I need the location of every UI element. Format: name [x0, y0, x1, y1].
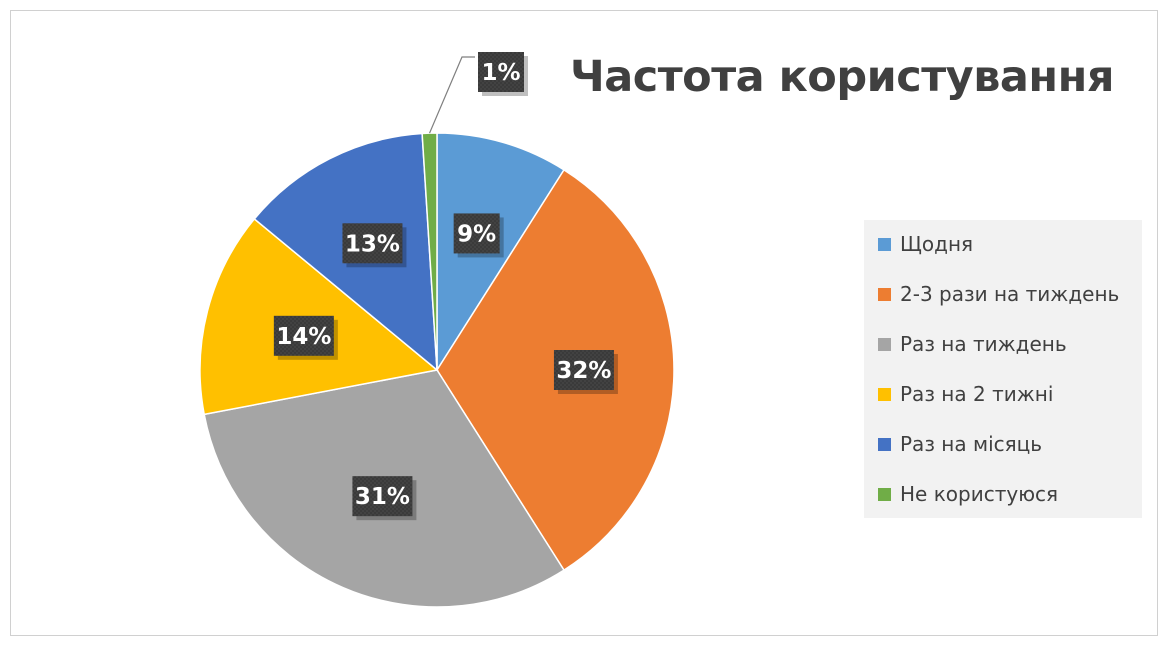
legend-swatch — [878, 237, 891, 251]
legend-item: Раз на тиждень — [878, 332, 1067, 356]
data-label-2: 32% — [556, 358, 611, 384]
legend-item: Не користуюся — [878, 482, 1058, 506]
legend-item: Раз на місяць — [878, 432, 1042, 456]
legend-label: Раз на місяць — [900, 432, 1043, 456]
legend-label: Щодня — [900, 232, 974, 256]
chart-title: Частота користування — [570, 52, 1114, 102]
data-label-5: 13% — [345, 231, 400, 257]
pie-slice-6 — [421, 132, 438, 371]
data-label-box — [478, 52, 524, 92]
legend-label: Не користуюся — [900, 482, 1059, 506]
data-label-box — [553, 350, 614, 390]
legend-swatch — [878, 387, 891, 401]
data-label-box — [352, 476, 413, 517]
legend-swatch — [878, 337, 891, 351]
legend-swatch — [878, 487, 891, 501]
chart-legend: Щодня 2-3 рази на тиждень Раз на тиждень Ра… — [864, 220, 1142, 518]
legend-item: 2-3 рази на тиждень — [878, 282, 1119, 306]
data-label-6: 1% — [481, 60, 520, 86]
legend-swatch — [878, 287, 891, 301]
data-label-1: 9% — [457, 221, 496, 247]
data-label-box — [273, 315, 334, 356]
pie-slice-1 — [436, 132, 566, 373]
data-label-4: 14% — [276, 324, 331, 350]
legend-label: 2-3 рази на тиждень — [900, 282, 1120, 306]
legend-item: Раз на 2 тижні — [878, 382, 1053, 406]
leader-line — [429, 56, 475, 134]
legend-label: Раз на тиждень — [900, 332, 1067, 356]
data-label-3: 31% — [355, 484, 410, 510]
legend-label: Раз на 2 тижні — [900, 382, 1054, 406]
data-label-box — [342, 223, 403, 264]
data-label-box — [453, 213, 500, 254]
legend-swatch — [878, 437, 891, 451]
legend-item: Щодня — [878, 232, 973, 256]
